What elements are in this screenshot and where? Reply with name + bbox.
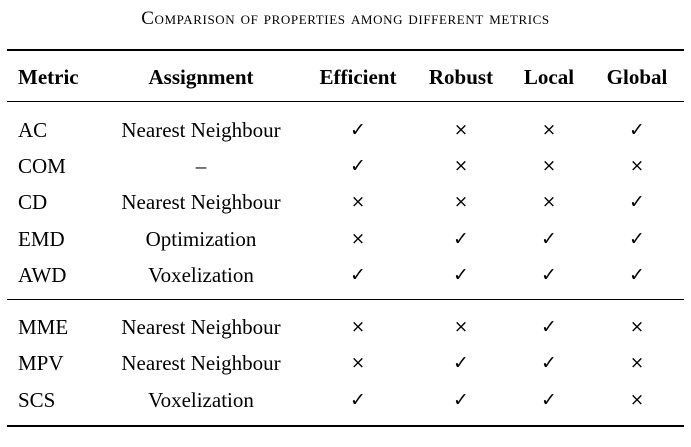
global-mark: ✓ [629, 264, 645, 286]
assignment-method: Voxelization [148, 263, 254, 287]
global-mark: ✓ [629, 119, 645, 141]
local-mark: × [541, 192, 557, 212]
bottom-rule [7, 425, 684, 427]
local-mark: ✓ [541, 389, 557, 411]
table-row: AC Nearest Neighbour ✓ × × ✓ [0, 115, 691, 145]
efficient-mark: × [350, 192, 366, 212]
metric-name: AC [18, 118, 48, 142]
local-mark: ✓ [541, 264, 557, 286]
group-separator-rule [7, 299, 684, 300]
robust-mark: ✓ [453, 352, 469, 374]
header-local: Local [523, 65, 575, 89]
global-mark: × [629, 317, 645, 337]
header-rule [7, 101, 684, 102]
local-mark: × [541, 120, 557, 140]
assignment-method: Nearest Neighbour [121, 315, 281, 339]
table-row: CD Nearest Neighbour × × × ✓ [0, 187, 691, 217]
table-row: MME Nearest Neighbour × × ✓ × [0, 312, 691, 342]
metric-name: MPV [18, 351, 64, 375]
global-mark: ✓ [629, 228, 645, 250]
robust-mark: × [453, 192, 469, 212]
assignment-method: Optimization [145, 227, 257, 251]
global-mark: × [629, 156, 645, 176]
robust-mark: ✓ [453, 228, 469, 250]
table-row: COM – ✓ × × × [0, 151, 691, 181]
robust-mark: × [453, 120, 469, 140]
local-mark: × [541, 156, 557, 176]
efficient-mark: × [350, 353, 366, 373]
assignment-method: Nearest Neighbour [121, 190, 281, 214]
global-mark: ✓ [629, 191, 645, 213]
table-header-row: Metric Assignment Efficient Robust Local… [0, 62, 691, 92]
metric-name: COM [18, 154, 66, 178]
table-caption: Comparison of properties among different… [141, 8, 550, 29]
local-mark: ✓ [541, 228, 557, 250]
global-mark: × [629, 353, 645, 373]
header-assignment: Assignment [148, 65, 254, 89]
local-mark: ✓ [541, 352, 557, 374]
efficient-mark: ✓ [350, 155, 366, 177]
efficient-mark: × [350, 229, 366, 249]
assignment-method: Nearest Neighbour [121, 351, 281, 375]
global-mark: × [629, 390, 645, 410]
table-row: MPV Nearest Neighbour × ✓ ✓ × [0, 348, 691, 378]
efficient-mark: × [350, 317, 366, 337]
table-row: SCS Voxelization ✓ ✓ ✓ × [0, 385, 691, 415]
header-global: Global [606, 65, 668, 89]
table-row: AWD Voxelization ✓ ✓ ✓ ✓ [0, 260, 691, 290]
local-mark: ✓ [541, 316, 557, 338]
header-efficient: Efficient [319, 65, 397, 89]
efficient-mark: ✓ [350, 264, 366, 286]
efficient-mark: ✓ [350, 389, 366, 411]
header-metric: Metric [18, 65, 79, 89]
metric-name: SCS [18, 388, 56, 412]
robust-mark: ✓ [453, 389, 469, 411]
robust-mark: ✓ [453, 264, 469, 286]
metric-name: MME [18, 315, 69, 339]
robust-mark: × [453, 156, 469, 176]
assignment-method: Voxelization [148, 388, 254, 412]
efficient-mark: ✓ [350, 119, 366, 141]
metric-name: AWD [18, 263, 67, 287]
metric-name: CD [18, 190, 48, 214]
assignment-method: – [195, 154, 207, 178]
assignment-method: Nearest Neighbour [121, 118, 281, 142]
top-rule [7, 49, 684, 51]
table-row: EMD Optimization × ✓ ✓ ✓ [0, 224, 691, 254]
header-robust: Robust [428, 65, 494, 89]
robust-mark: × [453, 317, 469, 337]
metric-name: EMD [18, 227, 65, 251]
